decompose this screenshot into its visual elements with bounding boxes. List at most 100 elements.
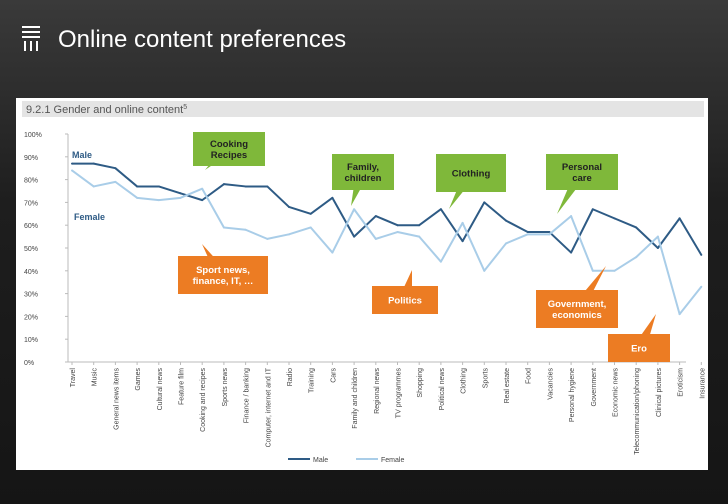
data-point — [288, 233, 290, 236]
data-point — [331, 251, 334, 254]
callout-box — [332, 154, 394, 190]
series-label: Female — [74, 212, 105, 222]
callout-box — [546, 154, 618, 190]
series-line-male — [72, 162, 703, 256]
data-point — [374, 215, 377, 218]
data-point — [548, 233, 551, 236]
legend-label: Male — [313, 457, 328, 464]
x-tick-label: Music — [92, 368, 99, 387]
data-point — [201, 199, 204, 202]
callout-box — [536, 290, 618, 328]
line-chart: 9.2.1 Gender and online content5 0% 10% 20%… — [22, 101, 706, 464]
data-point — [505, 242, 507, 245]
x-tick-label: Cultural news — [157, 368, 164, 411]
data-point — [396, 224, 399, 227]
data-point — [635, 226, 638, 229]
data-point — [222, 183, 225, 186]
callout-text: Family, — [347, 162, 379, 173]
data-point — [201, 187, 204, 190]
x-tick-label: General news items — [113, 368, 120, 430]
callout-box — [608, 334, 670, 362]
data-point — [418, 224, 421, 227]
slide-title: Online content preferences — [58, 26, 347, 53]
data-point — [439, 208, 442, 211]
y-tick-label: 60% — [24, 223, 38, 230]
data-point — [591, 208, 594, 211]
x-tick-label: Vacancies — [547, 368, 554, 400]
data-point — [179, 196, 182, 199]
chart-panel: 9.2.1 Gender and online content5 0% 10% 20%… — [16, 98, 708, 470]
data-point — [309, 226, 312, 229]
callout-text: Government, — [548, 299, 607, 310]
x-tick-label: Personal hygiene — [569, 368, 576, 422]
data-point — [92, 185, 95, 188]
data-point — [288, 205, 290, 208]
x-tick-label: Family and children — [352, 368, 359, 429]
y-tick-label: 100% — [24, 132, 42, 139]
callout-text: Recipes — [211, 150, 247, 161]
x-tick-label: Feature film — [179, 368, 186, 405]
x-tick-label: Regional news — [374, 368, 381, 414]
y-tick-label: 30% — [24, 292, 38, 299]
x-tick-label: Economic news — [613, 368, 620, 418]
y-tick-label: 0% — [24, 360, 34, 367]
data-point — [114, 180, 117, 183]
x-tick-label: Sports news — [222, 368, 229, 407]
x-tick-label: Government — [591, 368, 598, 407]
data-point — [244, 228, 247, 231]
x-tick-label: Radio — [287, 368, 294, 386]
data-point — [591, 269, 594, 272]
x-tick-label: Eroticism — [678, 368, 685, 397]
series-line-female — [71, 169, 703, 316]
x-tick-label: Clothing — [461, 368, 468, 394]
chart-title-bar — [22, 101, 704, 117]
y-tick-label: 20% — [24, 314, 38, 321]
data-point — [71, 162, 73, 165]
legend-label: Female — [381, 457, 404, 464]
x-tick-label: Shopping — [417, 368, 424, 398]
y-tick-label: 70% — [24, 200, 38, 207]
y-tick-label: 50% — [24, 246, 38, 253]
data-point — [678, 313, 681, 316]
callout-text: Personal — [562, 162, 602, 173]
x-tick-label: Cooking and recipes — [200, 368, 207, 432]
x-tick-label: Insurance — [699, 368, 706, 399]
callout-text: economics — [552, 310, 602, 321]
callout-text: Sport news, — [196, 265, 250, 276]
data-point — [266, 185, 269, 188]
data-point — [396, 231, 399, 234]
data-point — [656, 247, 659, 249]
callout-box — [178, 256, 268, 294]
menu-logo-icon — [22, 26, 42, 52]
data-point — [92, 162, 95, 165]
data-point — [526, 233, 529, 236]
data-point — [439, 260, 442, 263]
data-point — [483, 269, 486, 272]
callout-box — [193, 132, 265, 166]
data-point — [179, 192, 182, 195]
callout-text: Clothing — [452, 169, 491, 180]
data-point — [71, 169, 73, 172]
y-tick-label: 40% — [24, 269, 38, 276]
x-tick-label: TV programmes — [396, 368, 403, 419]
x-tick-label: Finance / banking — [244, 368, 251, 423]
data-point — [114, 167, 117, 170]
data-point — [700, 285, 703, 288]
data-point — [526, 231, 529, 234]
data-point — [656, 235, 659, 238]
callout-text: care — [572, 173, 592, 184]
callout-text: children — [345, 173, 382, 184]
data-point — [309, 212, 312, 215]
x-tick-label: Travel — [70, 368, 77, 388]
data-point — [461, 240, 464, 243]
x-tick-label: Games — [135, 368, 142, 391]
data-point — [157, 185, 160, 188]
data-point — [353, 235, 356, 238]
x-tick-label: Sports — [482, 368, 489, 389]
data-point — [418, 235, 421, 238]
x-tick-label: Telecommunication/phoning — [634, 368, 641, 455]
y-tick-label: 90% — [24, 155, 38, 162]
data-point — [505, 219, 507, 222]
data-point — [461, 221, 464, 224]
data-point — [353, 208, 356, 211]
